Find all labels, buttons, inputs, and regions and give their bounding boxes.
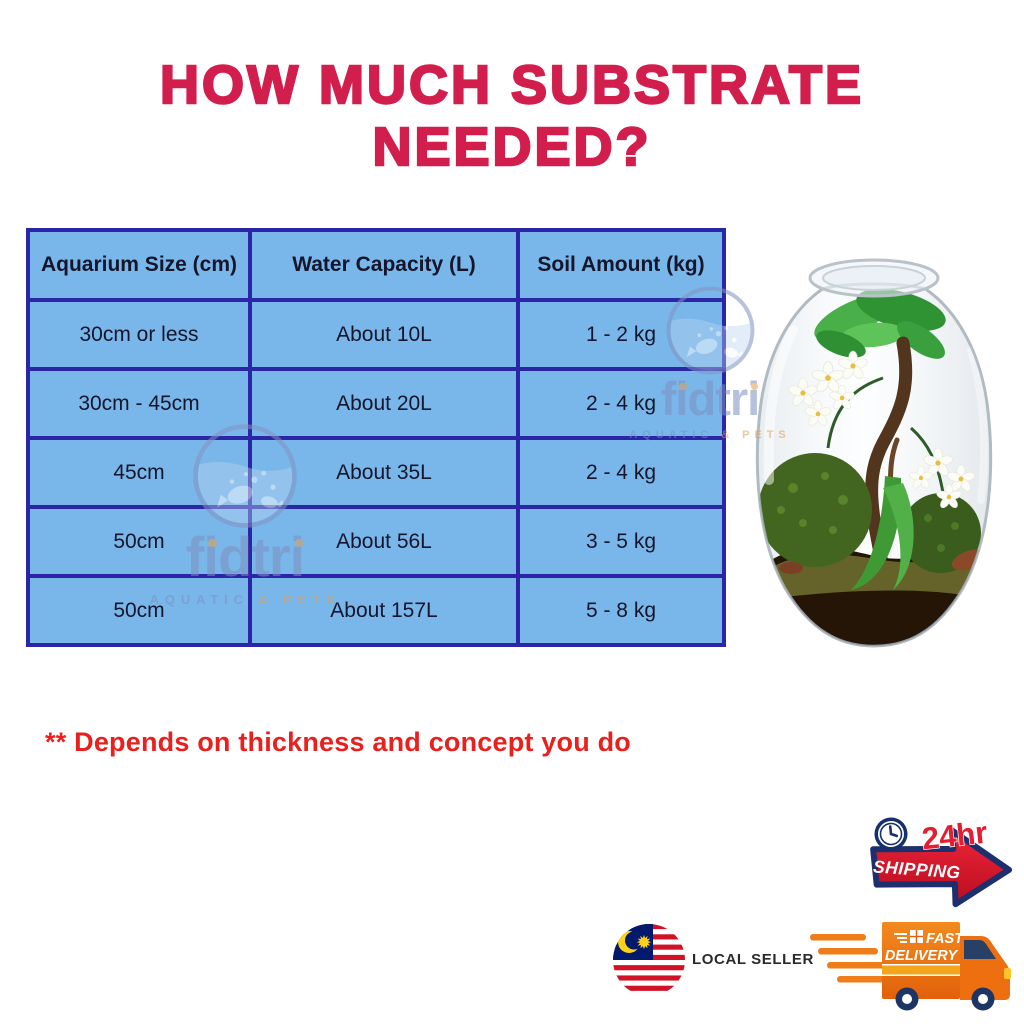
- moss-ball-right: [901, 493, 981, 573]
- speed-lines-icon: [810, 934, 900, 983]
- header-water-capacity: Water Capacity (L): [248, 228, 520, 302]
- fast-label: FAST: [926, 931, 964, 947]
- branch: [865, 336, 913, 575]
- table-header-row: Aquarium Size (cm) Water Capacity (L) So…: [26, 228, 726, 302]
- clock-icon: [874, 817, 908, 851]
- parcel-icon: [910, 930, 923, 943]
- delivery-truck-icon: FAST DELIVERY: [810, 922, 1011, 1011]
- cell-size: 50cm: [26, 574, 252, 647]
- cell-size: 30cm - 45cm: [26, 367, 252, 440]
- table-row: 50cm About 56L 3 - 5 kg: [26, 505, 726, 578]
- cell-capacity: About 56L: [248, 505, 520, 578]
- leaves: [814, 288, 946, 359]
- cell-size: 30cm or less: [26, 298, 252, 371]
- cell-capacity: About 35L: [248, 436, 520, 509]
- terrarium-jar-illustration: [755, 258, 993, 648]
- shipping-24hr-label: 24hr: [920, 815, 989, 857]
- header-aquarium-size: Aquarium Size (cm): [26, 228, 252, 302]
- center-leaf: [851, 476, 902, 590]
- shipping-arrow-icon: SHIPPING 24hr: [870, 814, 1013, 908]
- cell-size: 50cm: [26, 505, 252, 578]
- star-glyph: ✹: [636, 933, 652, 954]
- substrate-table: Aquarium Size (cm) Water Capacity (L) So…: [26, 228, 726, 647]
- footnote: ** Depends on thickness and concept you …: [45, 727, 631, 757]
- page-title-text: HOW MUCH SUBSTRATE NEEDED?: [159, 54, 864, 178]
- cell-capacity: About 20L: [248, 367, 520, 440]
- cell-capacity: About 157L: [248, 574, 520, 647]
- table-row: 30cm or less About 10L 1 - 2 kg: [26, 298, 726, 371]
- page-title: HOW MUCH SUBSTRATE NEEDED?: [0, 54, 1024, 178]
- header-soil-amount: Soil Amount (kg): [516, 228, 726, 302]
- terrarium-jar-image: [733, 238, 1015, 661]
- cell-soil: 2 - 4 kg: [516, 367, 726, 440]
- cell-soil: 1 - 2 kg: [516, 298, 726, 371]
- shipping-badge: SHIPPING 24hr: [864, 808, 1016, 915]
- table-row: 45cm About 35L 2 - 4 kg: [26, 436, 726, 509]
- cell-soil: 5 - 8 kg: [516, 574, 726, 647]
- table-row: 30cm - 45cm About 20L 2 - 4 kg: [26, 367, 726, 440]
- delivery-label: DELIVERY: [885, 948, 959, 964]
- wheels: [895, 987, 995, 1011]
- table-row: 50cm About 157L 5 - 8 kg: [26, 574, 726, 647]
- cell-soil: 3 - 5 kg: [516, 505, 726, 578]
- fast-delivery-badge: FAST DELIVERY: [810, 910, 1015, 1018]
- malaysia-flag-icon: ✹: [613, 924, 685, 1001]
- moss-ball-left: [758, 453, 872, 567]
- cell-capacity: About 10L: [248, 298, 520, 371]
- cell-soil: 2 - 4 kg: [516, 436, 726, 509]
- local-seller-label: LOCAL SELLER: [692, 951, 814, 968]
- cell-size: 45cm: [26, 436, 252, 509]
